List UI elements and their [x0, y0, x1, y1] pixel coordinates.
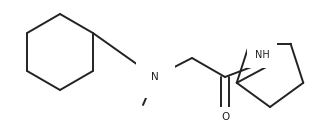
Text: N: N [151, 72, 159, 82]
Text: NH: NH [254, 50, 269, 60]
Text: O: O [221, 112, 229, 122]
